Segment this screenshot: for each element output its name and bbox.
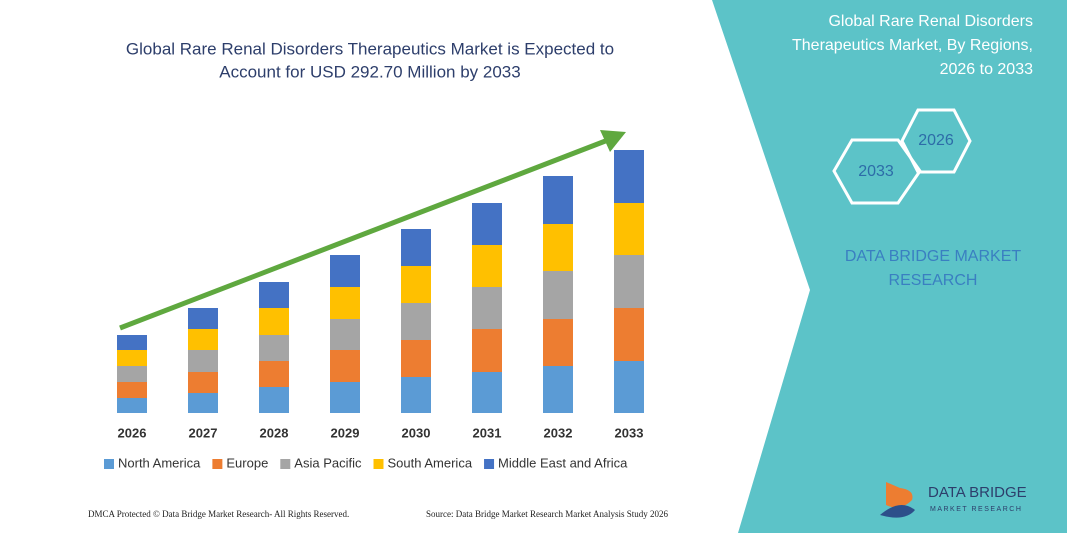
logo-mark [886,482,913,508]
bar-segment [259,361,289,387]
bar-segment [543,366,573,413]
bar-segment [401,303,431,340]
bar-segment [117,398,147,413]
bar-segment [614,203,644,255]
bar-segment [330,350,360,382]
bar-segment [330,319,360,350]
hex-label: 2026 [918,132,954,149]
legend-label: North America [118,455,201,470]
footer-left: DMCA Protected © Data Bridge Market Rese… [88,509,349,519]
x-tick-label: 2031 [473,425,502,440]
legend-swatch [373,459,384,469]
bar-segment [259,308,289,335]
bar-segment [614,361,644,413]
hex-label: 2033 [858,163,894,180]
logo-mark [880,505,915,518]
bar-segment [330,255,360,287]
x-tick-label: 2033 [615,425,644,440]
footer-right: Source: Data Bridge Market Research Mark… [426,509,668,519]
chart-title: Account for USD 292.70 Million by 2033 [219,62,520,81]
bar-segment [543,271,573,319]
legend-swatch [280,459,291,469]
hexagon [900,108,972,174]
side-title: Therapeutics Market, By Regions, [792,37,1033,54]
side-title: 2026 to 2033 [940,61,1034,78]
bar-segment [401,266,431,303]
bar-segment [188,308,218,329]
bar-segment [117,366,147,382]
side-title: Global Rare Renal Disorders [828,13,1033,30]
bar-segment [543,224,573,271]
legend-label: South America [388,455,473,470]
bar-segment [188,329,218,350]
trend-arrow [119,137,609,331]
bar-segment [117,382,147,398]
legend-swatch [104,459,114,469]
legend-label: Europe [226,455,268,470]
x-tick-label: 2028 [260,425,289,440]
brand-text: RESEARCH [889,272,978,289]
bar-segment [472,329,502,372]
legend-label: Middle East and Africa [498,455,628,470]
bar-segment [472,203,502,245]
chart-title: Global Rare Renal Disorders Therapeutics… [126,39,614,58]
bar-segment [401,229,431,266]
x-tick-label: 2029 [331,425,360,440]
bar-segment [188,393,218,413]
logo-name: DATA BRIDGE [928,484,1027,501]
legend-swatch [484,459,495,469]
x-tick-label: 2027 [189,425,218,440]
bar-segment [614,308,644,361]
bar-segment [117,350,147,366]
bar-segment [259,387,289,413]
bar-segment [472,245,502,287]
x-tick-label: 2030 [402,425,431,440]
bar-segment [401,377,431,413]
bar-segment [614,255,644,308]
legend-label: Asia Pacific [294,455,362,470]
bar-segment [472,372,502,413]
bar-segment [543,176,573,224]
bar-segment [614,150,644,203]
logo-tagline: MARKET RESEARCH [930,506,1022,513]
bar-segment [543,319,573,366]
bar-segment [330,287,360,319]
bar-segment [117,335,147,350]
x-tick-label: 2026 [118,425,147,440]
legend-swatch [212,459,223,469]
bar-segment [188,372,218,393]
bar-segment [259,335,289,361]
bar-segment [401,340,431,377]
hexagon [832,138,922,205]
brand-text: DATA BRIDGE MARKET [845,248,1022,265]
bar-segment [259,282,289,308]
bar-segment [330,382,360,413]
x-tick-label: 2032 [544,425,573,440]
arrow-head [600,130,626,152]
bar-segment [472,287,502,329]
bar-segment [188,350,218,372]
side-panel [712,0,1067,533]
